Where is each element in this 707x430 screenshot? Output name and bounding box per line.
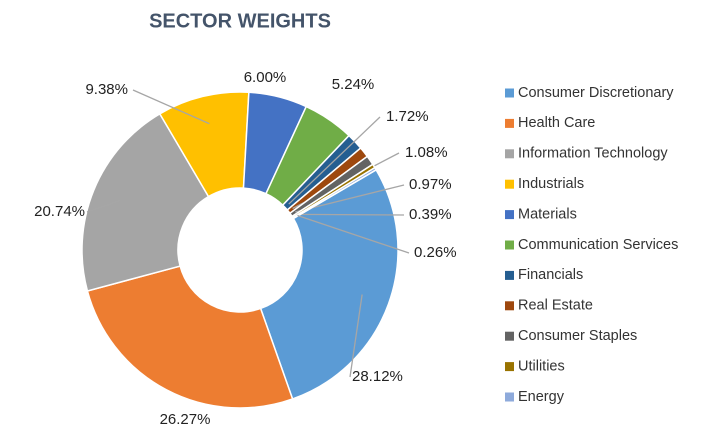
data-label: 20.74% xyxy=(34,203,85,220)
leader-line xyxy=(288,116,381,205)
legend-swatch xyxy=(505,149,514,159)
legend-swatch xyxy=(505,210,514,220)
legend-swatch xyxy=(505,331,514,341)
slice xyxy=(259,168,399,400)
data-label: 9.38% xyxy=(85,81,128,98)
legend-label: Utilities xyxy=(518,358,565,374)
legend-label: Consumer Discretionary xyxy=(518,85,674,101)
legend-swatch xyxy=(505,270,514,280)
legend-swatch xyxy=(505,240,514,250)
data-label: 1.08% xyxy=(405,144,448,161)
data-label: 0.26% xyxy=(414,244,457,261)
legend-label: Financials xyxy=(518,267,583,283)
leader-line xyxy=(86,200,120,213)
chart-title: SECTOR WEIGHTS xyxy=(149,10,331,32)
data-label: 0.39% xyxy=(409,206,452,223)
data-label: 1.72% xyxy=(386,108,429,125)
legend-label: Information Technology xyxy=(518,146,668,162)
legend-label: Materials xyxy=(518,206,577,222)
data-label: 0.97% xyxy=(409,176,452,193)
legend-swatch xyxy=(505,301,514,311)
legend-swatch xyxy=(505,392,514,402)
leader-line xyxy=(297,214,410,254)
data-label: 28.12% xyxy=(352,368,403,385)
data-label: 6.00% xyxy=(244,69,287,86)
slice xyxy=(86,265,294,409)
legend-label: Health Care xyxy=(518,115,595,131)
legend-label: Energy xyxy=(518,389,565,405)
legend-swatch xyxy=(505,179,514,189)
leader-line xyxy=(349,294,363,378)
data-label: 5.24% xyxy=(332,76,375,93)
legend-label: Real Estate xyxy=(518,298,593,314)
leader-line xyxy=(296,213,405,216)
legend-label: Industrials xyxy=(518,176,584,192)
legend-label: Communication Services xyxy=(518,237,678,253)
legend-swatch xyxy=(505,362,514,372)
data-label: 26.27% xyxy=(160,411,211,428)
legend-label: Consumer Staples xyxy=(518,328,637,344)
slice xyxy=(81,112,210,292)
legend-swatch xyxy=(505,88,514,98)
legend-swatch xyxy=(505,118,514,128)
leader-line xyxy=(132,89,210,125)
slice xyxy=(291,166,378,220)
